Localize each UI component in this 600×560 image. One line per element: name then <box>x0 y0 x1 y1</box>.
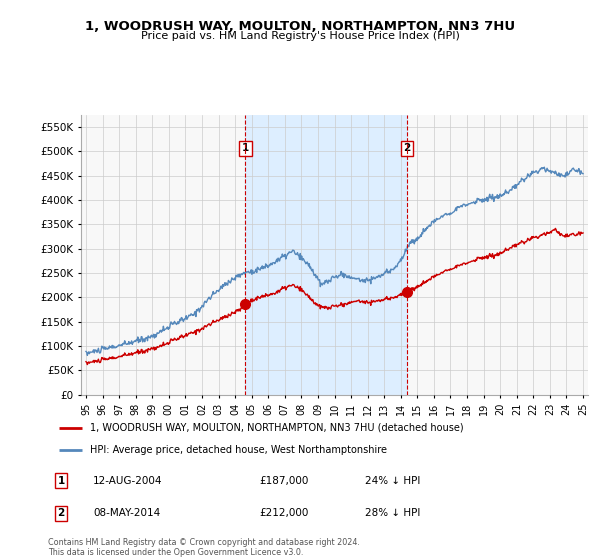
Text: 08-MAY-2014: 08-MAY-2014 <box>93 508 160 519</box>
Bar <box>245 115 407 395</box>
Text: 1: 1 <box>242 143 249 153</box>
Text: 1, WOODRUSH WAY, MOULTON, NORTHAMPTON, NN3 7HU: 1, WOODRUSH WAY, MOULTON, NORTHAMPTON, N… <box>85 20 515 32</box>
Text: 2: 2 <box>58 508 65 519</box>
Text: £187,000: £187,000 <box>259 475 308 486</box>
Text: Contains HM Land Registry data © Crown copyright and database right 2024.
This d: Contains HM Land Registry data © Crown c… <box>48 538 360 557</box>
Text: 1: 1 <box>58 475 65 486</box>
Text: 24% ↓ HPI: 24% ↓ HPI <box>365 475 420 486</box>
Text: 12-AUG-2004: 12-AUG-2004 <box>93 475 163 486</box>
Text: 2: 2 <box>403 143 410 153</box>
Text: Price paid vs. HM Land Registry's House Price Index (HPI): Price paid vs. HM Land Registry's House … <box>140 31 460 41</box>
Text: HPI: Average price, detached house, West Northamptonshire: HPI: Average price, detached house, West… <box>90 445 387 455</box>
Text: £212,000: £212,000 <box>259 508 308 519</box>
Text: 1, WOODRUSH WAY, MOULTON, NORTHAMPTON, NN3 7HU (detached house): 1, WOODRUSH WAY, MOULTON, NORTHAMPTON, N… <box>90 423 464 433</box>
Text: 28% ↓ HPI: 28% ↓ HPI <box>365 508 420 519</box>
